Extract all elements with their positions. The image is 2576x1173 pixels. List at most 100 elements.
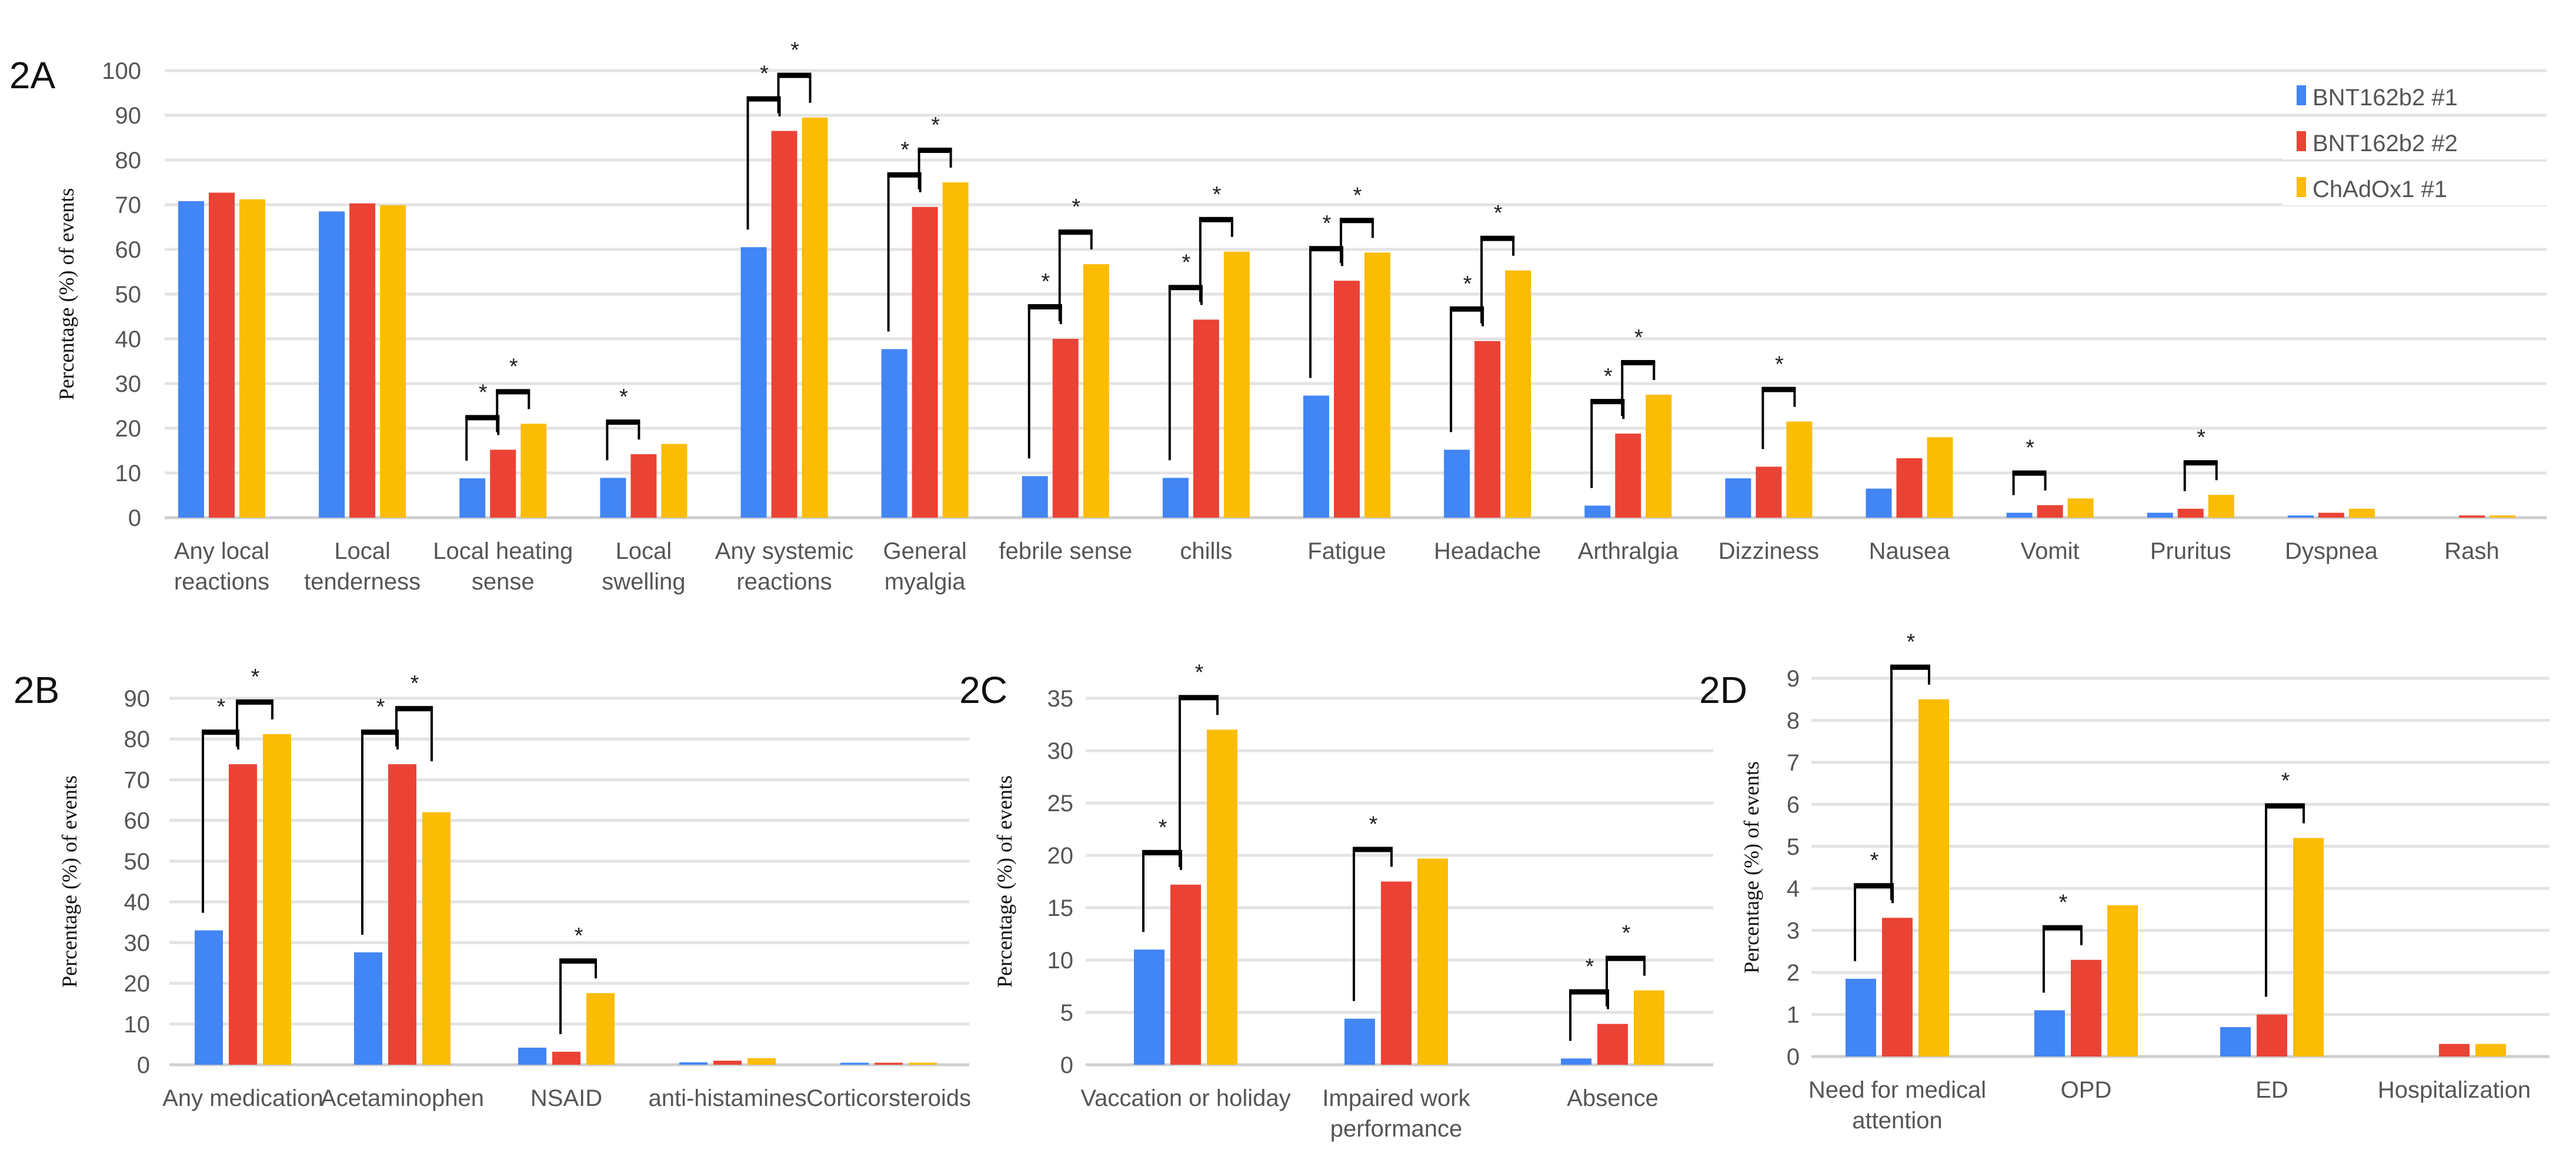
bar-bnt162b2-2 (2459, 515, 2485, 518)
significance-bracket-bar (202, 729, 239, 735)
x-tick-label: Corticorsteroids (806, 1085, 971, 1111)
bar-bnt162b2-1 (1584, 505, 1611, 518)
legend-bg (2282, 78, 2576, 114)
bar-bnt162b2-1 (1303, 395, 1329, 518)
bar-bnt162b2-2 (1597, 1024, 1628, 1065)
y-tick-label: 25 (1047, 791, 1074, 817)
significance-bracket-bar (1340, 218, 1374, 224)
bar-chadox1-1 (1083, 264, 1109, 518)
x-tick-label: Rash (2444, 538, 2499, 564)
bar-chadox1-1 (239, 199, 265, 518)
bar-chadox1-1 (2293, 838, 2324, 1057)
significance-bracket (2012, 471, 2047, 495)
significance-bracket-bar (1027, 304, 1062, 309)
significance-star: * (376, 695, 385, 719)
bar-chadox1-1 (2208, 495, 2234, 518)
x-tick-label: Acetaminophen (321, 1085, 484, 1111)
bar-chadox1-1 (1364, 252, 1390, 518)
x-tick-label: Any local (174, 538, 269, 564)
y-tick-label: 60 (124, 808, 151, 834)
bar-bnt162b2-1 (1134, 949, 1164, 1065)
bar-bnt162b2-1 (178, 201, 204, 518)
bar-chadox1-1 (1927, 437, 1953, 518)
bar-chadox1-1 (2067, 498, 2094, 518)
significance-bracket-bar (777, 72, 812, 78)
y-tick-label: 100 (102, 58, 141, 84)
significance-star: * (1159, 815, 1167, 840)
significance-star: * (1604, 364, 1613, 389)
x-tick-label: sense (472, 569, 535, 595)
y-tick-label: 0 (1787, 1044, 1800, 1070)
significance-star: * (1041, 269, 1050, 294)
bar-bnt162b2-1 (354, 952, 382, 1065)
bar-chadox1-1 (380, 205, 406, 518)
significance-star: * (2281, 768, 2290, 793)
bar-chadox1-1 (1646, 395, 1672, 518)
x-tick-label: Headache (1434, 538, 1541, 564)
bar-chadox1-1 (2107, 905, 2138, 1057)
panel-label: 2A (9, 54, 56, 96)
x-tick-label: swelling (602, 569, 685, 595)
y-tick-label: 10 (124, 1012, 151, 1038)
y-axis-title: Percentage (%) of events (993, 775, 1016, 988)
y-tick-label: 30 (124, 930, 151, 956)
bar-chadox1-1 (1223, 251, 1250, 518)
y-tick-label: 50 (115, 282, 142, 308)
significance-star: * (217, 695, 226, 719)
significance-bracket-bar (2012, 470, 2047, 476)
bar-bnt162b2-2 (1756, 466, 1782, 518)
y-tick-label: 90 (115, 103, 142, 129)
x-tick-label: anti-histamines (648, 1085, 806, 1111)
significance-bracket-bar (917, 148, 952, 153)
legend-swatch (2297, 177, 2306, 197)
significance-bracket-bar (746, 96, 781, 102)
y-tick-label: 80 (124, 727, 151, 752)
y-tick-label: 30 (1047, 738, 1074, 764)
legend-label: ChAdOx1 #1 (2313, 176, 2447, 202)
bar-bnt162b2-2 (490, 449, 516, 518)
significance-bracket-bar (2183, 460, 2218, 466)
y-tick-label: 50 (124, 849, 151, 875)
x-tick-label: Dyspnea (2285, 538, 2378, 564)
bar-bnt162b2-1 (740, 247, 767, 518)
bar-bnt162b2-2 (1896, 458, 1923, 518)
significance-star: * (411, 671, 419, 696)
legend-swatch (2297, 85, 2306, 105)
y-tick-label: 10 (1047, 948, 1074, 974)
significance-bracket-bar (1199, 216, 1233, 222)
significance-star: * (619, 385, 628, 409)
bar-bnt162b2-1 (518, 1047, 546, 1065)
significance-bracket-bar (1854, 883, 1894, 889)
x-tick-label: Vomit (2021, 538, 2080, 564)
significance-bracket-bar (1890, 664, 1930, 670)
y-tick-label: 80 (115, 148, 142, 174)
y-tick-label: 1 (1787, 1002, 1800, 1028)
bar-bnt162b2-2 (388, 764, 416, 1065)
x-tick-label: Local heating (433, 538, 573, 564)
x-tick-label: chills (1180, 538, 1232, 564)
bar-bnt162b2-2 (1170, 884, 1201, 1065)
significance-bracket-bar (1606, 955, 1646, 961)
significance-star: * (1775, 352, 1784, 377)
significance-star: * (2026, 436, 2034, 461)
significance-star: * (1586, 955, 1594, 979)
significance-bracket-bar (2265, 803, 2305, 809)
significance-bracket-bar (1480, 235, 1515, 241)
significance-star: * (1323, 211, 1332, 236)
significance-bracket-bar (236, 699, 273, 705)
bar-chadox1-1 (909, 1062, 937, 1065)
significance-bracket-bar (496, 389, 530, 395)
panel-2b: 2B 0 10 20 30 40 50 60 70 80 90 Percentage (%) of e… (14, 665, 971, 1111)
x-tick-label: tenderness (304, 569, 421, 595)
bar-chadox1-1 (1918, 699, 1949, 1057)
bar-chadox1-1 (661, 444, 688, 518)
significance-star: * (1369, 812, 1378, 837)
significance-star: * (1463, 272, 1472, 296)
bar-bnt162b2-1 (1725, 478, 1751, 518)
significance-bracket (395, 707, 433, 762)
bar-bnt162b2-2 (1052, 339, 1079, 518)
significance-star: * (900, 138, 909, 162)
significance-bracket-bar (1590, 399, 1625, 405)
y-tick-label: 70 (115, 192, 142, 218)
x-tick-label: Arthralgia (1578, 538, 1679, 564)
